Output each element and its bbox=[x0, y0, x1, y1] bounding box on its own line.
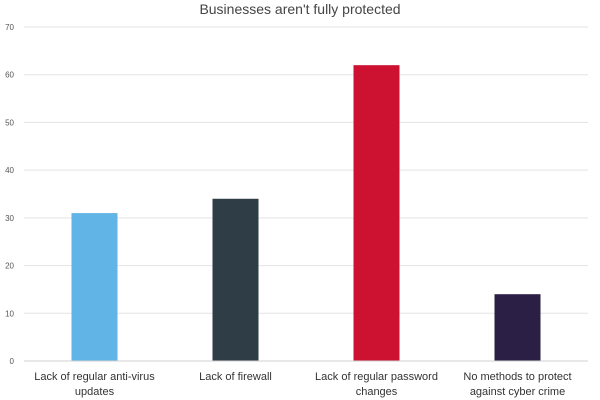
y-tick-label: 40 bbox=[5, 166, 14, 175]
chart-title: Businesses aren't fully protected bbox=[199, 1, 401, 17]
x-category-label-line: Lack of regular password bbox=[315, 371, 438, 383]
x-category-label: Lack of regular password changes bbox=[315, 371, 438, 398]
x-category-label: Lack of regular anti-virus updates bbox=[34, 371, 155, 398]
y-tick-label: 50 bbox=[5, 118, 14, 127]
bar bbox=[353, 65, 400, 362]
x-category-label: Lack of firewall bbox=[199, 371, 272, 383]
y-axis-ticks: 0 10 20 30 40 50 60 70 bbox=[5, 23, 14, 366]
bar bbox=[494, 294, 541, 361]
x-category-label-line: Lack of firewall bbox=[199, 371, 272, 383]
x-category-label-line: updates bbox=[75, 386, 115, 398]
y-tick-label: 30 bbox=[5, 214, 14, 223]
x-category-label-line: changes bbox=[356, 386, 398, 398]
y-tick-label: 20 bbox=[5, 262, 14, 271]
x-category-label: No methods to protect against cyber crime bbox=[463, 371, 571, 398]
gridlines bbox=[24, 26, 588, 314]
bar bbox=[212, 198, 259, 361]
x-category-label-line: Lack of regular anti-virus bbox=[34, 371, 155, 383]
y-tick-label: 70 bbox=[5, 23, 14, 32]
bars bbox=[71, 65, 541, 362]
bar bbox=[71, 213, 118, 361]
x-category-label-line: against cyber crime bbox=[470, 386, 565, 398]
x-category-label-line: No methods to protect bbox=[463, 371, 571, 383]
y-tick-label: 0 bbox=[10, 357, 15, 366]
y-tick-label: 60 bbox=[5, 71, 14, 80]
y-tick-label: 10 bbox=[5, 309, 14, 318]
